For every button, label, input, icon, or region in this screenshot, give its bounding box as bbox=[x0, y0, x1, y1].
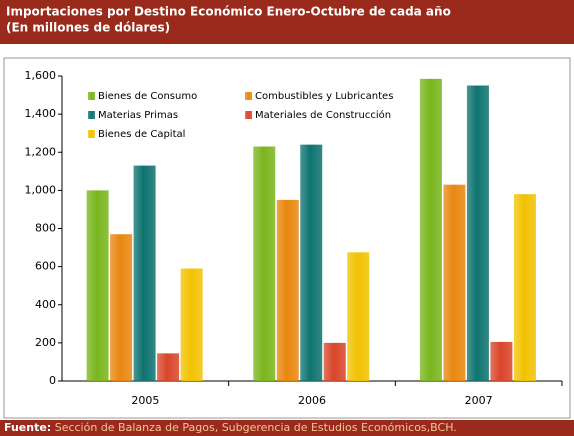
legend-swatch bbox=[245, 111, 252, 119]
bar bbox=[133, 165, 156, 381]
legend-label: Bienes de Consumo bbox=[98, 91, 197, 102]
legend-swatch bbox=[88, 92, 95, 100]
bar bbox=[490, 341, 513, 381]
header-band bbox=[0, 0, 574, 44]
chart-subtitle: (En millones de dólares) bbox=[6, 21, 170, 35]
y-tick-label: 1,400 bbox=[25, 107, 57, 120]
y-tick-label: 1,200 bbox=[25, 145, 57, 158]
y-tick-label: 1,600 bbox=[25, 69, 57, 82]
bar bbox=[253, 146, 276, 381]
bar bbox=[86, 190, 109, 381]
bar bbox=[419, 78, 442, 381]
x-tick-label: 2005 bbox=[131, 394, 159, 407]
bar bbox=[276, 199, 299, 381]
legend-swatch bbox=[245, 92, 252, 100]
legend-label: Materiales de Construcción bbox=[255, 109, 391, 121]
legend-label: Combustibles y Lubricantes bbox=[255, 91, 393, 102]
y-tick-label: 1,000 bbox=[25, 183, 57, 196]
bar bbox=[300, 144, 323, 381]
bar bbox=[466, 85, 489, 381]
y-tick-label: 600 bbox=[35, 260, 56, 273]
footer-band bbox=[0, 420, 574, 436]
y-tick-label: 400 bbox=[35, 298, 56, 311]
legend-swatch bbox=[88, 130, 95, 138]
bar bbox=[347, 252, 370, 381]
footer: Fuente: Sección de Balanza de Pagos, Sub… bbox=[4, 421, 457, 434]
footer-label: Fuente: bbox=[4, 421, 51, 434]
legend-label: Bienes de Capital bbox=[98, 129, 185, 140]
legend-swatch bbox=[88, 111, 95, 119]
y-tick-label: 200 bbox=[35, 336, 56, 349]
y-tick-label: 800 bbox=[35, 222, 56, 235]
chart-title: Importaciones por Destino Económico Ener… bbox=[6, 5, 451, 19]
bar bbox=[157, 353, 180, 381]
bar bbox=[110, 234, 133, 381]
bar bbox=[443, 184, 466, 381]
bar bbox=[180, 268, 203, 381]
x-tick-label: 2007 bbox=[465, 394, 493, 407]
legend-label: Materias Primas bbox=[98, 110, 178, 121]
x-tick-label: 2006 bbox=[298, 394, 326, 407]
bar bbox=[513, 194, 536, 381]
bar bbox=[323, 342, 346, 381]
y-tick-label: 0 bbox=[49, 374, 56, 387]
footer-text: Sección de Balanza de Pagos, Subgerencia… bbox=[51, 421, 457, 434]
